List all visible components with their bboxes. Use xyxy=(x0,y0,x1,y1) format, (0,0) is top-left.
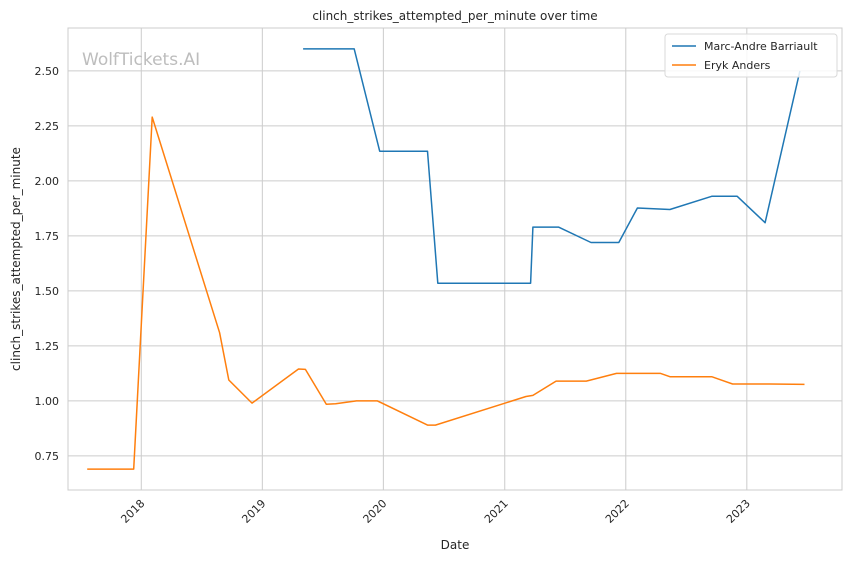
legend-label: Eryk Anders xyxy=(704,59,771,72)
series-line-0 xyxy=(303,48,801,284)
series-line-1 xyxy=(87,116,805,470)
y-tick-label: 2.00 xyxy=(35,175,60,188)
legend: Marc-Andre Barriault Eryk Anders xyxy=(664,33,838,78)
plot-area-frame xyxy=(67,27,843,491)
legend-box xyxy=(664,33,838,78)
series-layer xyxy=(87,48,805,470)
y-tick-label: 2.50 xyxy=(35,65,60,78)
y-tick-label: 1.75 xyxy=(35,230,60,243)
y-tick-label: 1.50 xyxy=(35,285,60,298)
y-tick-label: 1.25 xyxy=(35,340,60,353)
watermark-text: WolfTickets.AI xyxy=(82,50,200,70)
chart-title: clinch_strikes_attempted_per_minute over… xyxy=(312,9,597,23)
y-tick-labels: 0.75 1.00 1.25 1.50 1.75 2.00 2.25 2.50 xyxy=(35,65,60,463)
y-tick-label: 2.25 xyxy=(35,120,60,133)
y-tick-label: 0.75 xyxy=(35,450,60,463)
legend-label: Marc-Andre Barriault xyxy=(704,40,818,53)
y-tick-label: 1.00 xyxy=(35,395,60,408)
y-axis-label: clinch_strikes_attempted_per_minute xyxy=(9,147,23,371)
x-axis-label: Date xyxy=(441,538,470,552)
